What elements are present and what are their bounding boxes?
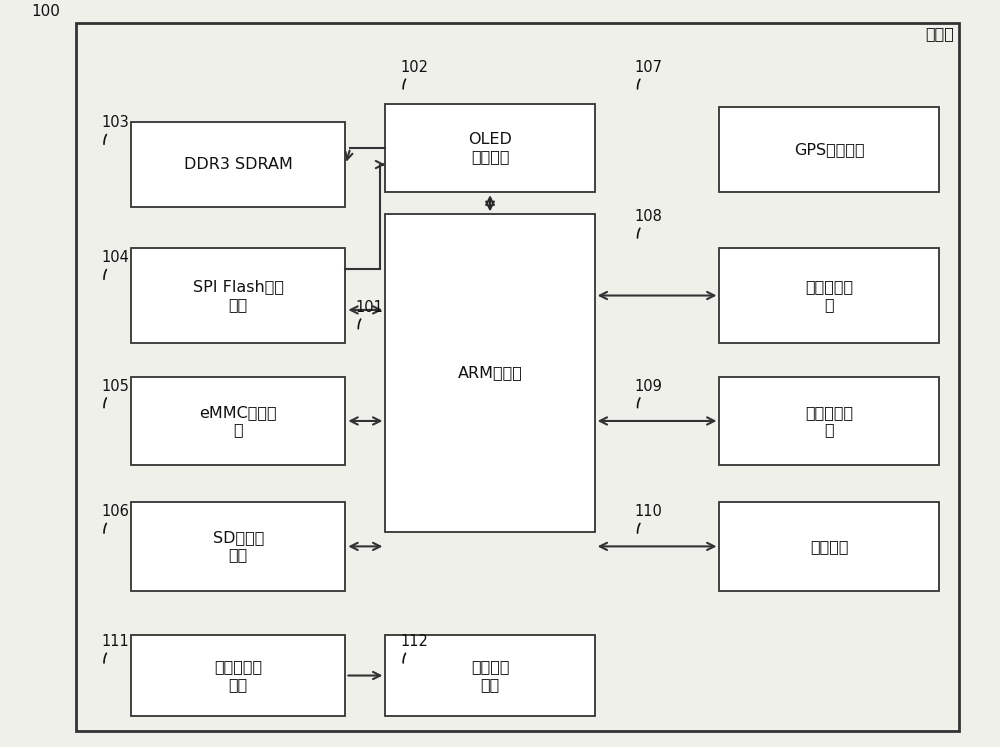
FancyBboxPatch shape [385,214,595,532]
Text: 106: 106 [101,504,129,519]
FancyBboxPatch shape [719,247,939,344]
Text: SPI Flash存储
模块: SPI Flash存储 模块 [193,279,284,311]
Text: 104: 104 [101,250,129,265]
Text: 109: 109 [635,379,662,394]
Text: 无线通信模
块: 无线通信模 块 [805,405,853,437]
Text: 101: 101 [355,300,383,314]
Text: GPS定位模块: GPS定位模块 [794,142,864,158]
FancyBboxPatch shape [719,502,939,591]
FancyBboxPatch shape [131,122,345,207]
Text: OLED
显示模块: OLED 显示模块 [468,131,512,164]
Text: 112: 112 [400,634,428,649]
FancyBboxPatch shape [131,247,345,344]
Text: 有线通信模
块: 有线通信模 块 [805,279,853,311]
Text: 105: 105 [101,379,129,394]
Text: SD卡存储
模块: SD卡存储 模块 [213,530,264,562]
Text: 111: 111 [101,634,129,649]
FancyBboxPatch shape [719,376,939,465]
Text: DDR3 SDRAM: DDR3 SDRAM [184,157,293,172]
Text: ARM处理器: ARM处理器 [458,365,522,380]
Text: 外设模块: 外设模块 [810,539,848,554]
Text: 107: 107 [635,60,663,75]
Text: 100: 100 [31,4,60,19]
FancyBboxPatch shape [131,635,345,716]
FancyBboxPatch shape [719,108,939,192]
Text: eMMC存储模
块: eMMC存储模 块 [199,405,277,437]
Text: 110: 110 [635,504,662,519]
Text: 108: 108 [635,209,662,224]
Text: 102: 102 [400,60,428,75]
Text: 主控板: 主控板 [925,26,954,41]
FancyBboxPatch shape [385,635,595,716]
FancyBboxPatch shape [131,376,345,465]
Text: 103: 103 [101,115,129,130]
FancyBboxPatch shape [385,104,595,192]
Text: 供电电源
模块: 供电电源 模块 [471,660,509,692]
Text: 充放电管理
模块: 充放电管理 模块 [214,660,262,692]
FancyBboxPatch shape [131,502,345,591]
